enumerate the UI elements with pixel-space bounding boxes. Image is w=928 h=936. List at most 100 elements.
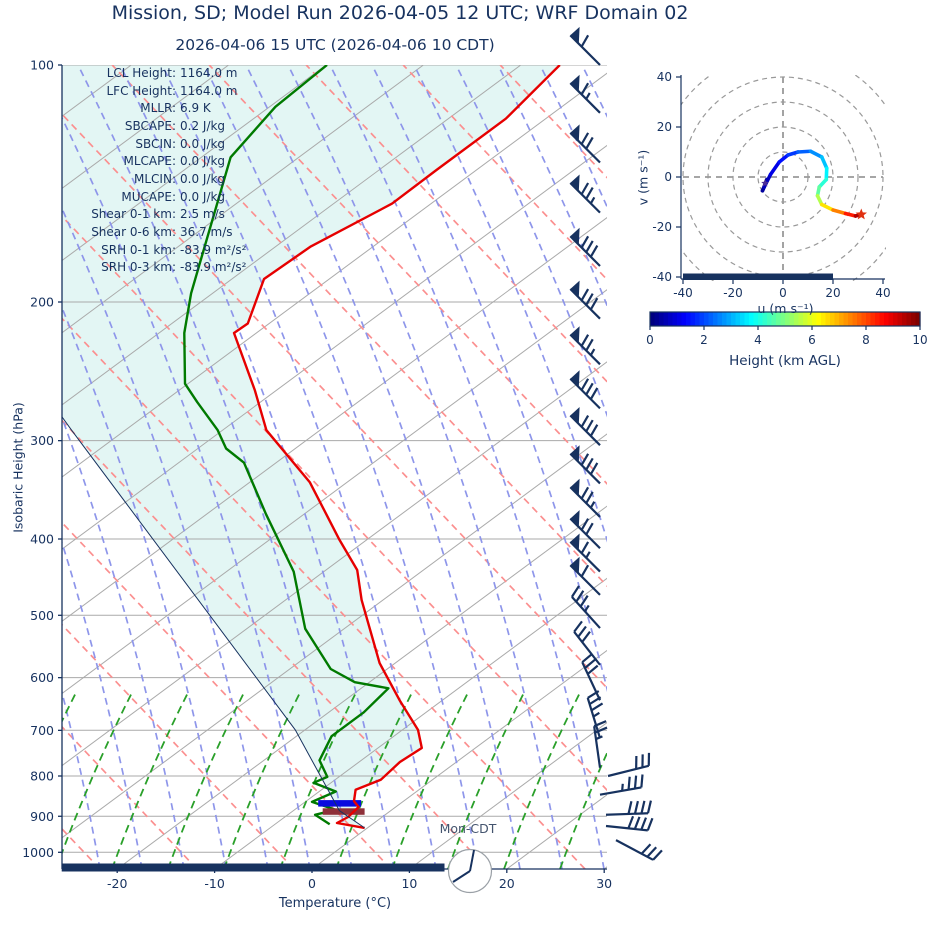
barb-flag [570, 510, 580, 528]
barb-full [580, 82, 590, 95]
wind-barb [569, 556, 601, 596]
barb-full [627, 801, 633, 815]
barb-full [585, 187, 594, 200]
stat-label: MLCAPE: [123, 154, 177, 169]
page-title: Mission, SD; Model Run 2026-04-05 12 UTC… [111, 2, 689, 24]
barb-staff [605, 812, 649, 816]
barb-half [621, 783, 624, 791]
isotherm-line [62, 144, 607, 550]
colorbar-tick-label: 6 [808, 333, 816, 347]
pressure-tick-label: 600 [30, 670, 54, 685]
barb-full [581, 630, 591, 643]
barb-flag [570, 280, 580, 298]
barb-full [646, 817, 654, 831]
colorbar-gradient-slice [785, 312, 791, 326]
colorbar-gradient-slice [794, 312, 800, 326]
wind-barb [569, 280, 601, 320]
wind-barb [569, 533, 601, 573]
pressure-tick-label: 800 [30, 769, 54, 784]
colorbar-gradient-slice [816, 312, 822, 326]
mixing-ratio-line [616, 693, 692, 869]
hodograph-y-tick-label: 20 [657, 120, 672, 134]
colorbar-gradient-slice [857, 312, 863, 326]
colorbar-gradient-slice [740, 312, 746, 326]
barb-full [585, 136, 594, 150]
barb-full [585, 522, 594, 536]
hodograph-v-axis-label: v (m s⁻¹) [635, 149, 651, 206]
colorbar-border [649, 311, 921, 327]
isotherm-line [62, 433, 607, 839]
barb-staff [581, 661, 601, 701]
barb-half [589, 196, 596, 204]
colorbar-gradient-slice [695, 312, 701, 326]
barb-full [573, 620, 583, 633]
colorbar-gradient-slice [672, 312, 678, 326]
moist-adiabat-line [247, 68, 521, 869]
colorbar-gradient-slice [780, 312, 786, 326]
dry-adiabat-line [62, 725, 198, 869]
mixing-ratio-line [111, 692, 189, 869]
shade-region [62, 65, 560, 828]
colorbar-gradient-slice [654, 312, 660, 326]
colorbar-gradient-slice [879, 312, 885, 326]
wind-barb [570, 585, 601, 629]
barb-full [589, 424, 599, 437]
moist-adiabat-line [373, 68, 607, 693]
stat-value: 0.2 J/kg [180, 118, 226, 133]
temperature-tick-label: -20 [107, 876, 127, 891]
moist-adiabat-line [415, 68, 607, 543]
colorbar-gradient-slice [776, 312, 782, 326]
local-time-label: Mon-CDT [439, 821, 497, 836]
stat-value: 6.9 K [180, 101, 211, 116]
colorbar-gradient-slice [803, 312, 809, 326]
hodograph-trace-segment [819, 155, 829, 171]
barb-staff [569, 182, 601, 214]
stat-label: SRH 0-1 km: [101, 242, 176, 257]
colorbar-gradient-slice [830, 312, 836, 326]
barb-full [580, 564, 590, 578]
pressure-tick-label: 100 [30, 58, 54, 73]
hodograph-y-tick-label: 40 [657, 70, 672, 84]
barb-half [595, 735, 603, 741]
isotherm-line [62, 216, 607, 622]
dry-adiabat-line [62, 419, 489, 869]
stat-value: 0.0 J/kg [180, 136, 226, 151]
barb-full [580, 235, 590, 249]
barb-full [577, 625, 587, 638]
moist-adiabat-line [62, 305, 227, 869]
temperature-curve [232, 65, 561, 830]
colorbar-gradient-slice [677, 312, 683, 326]
colorbar-gradient-slice [875, 312, 881, 326]
moist-adiabat-line [163, 68, 437, 869]
barb-flag [570, 124, 580, 142]
pressure-tick-label: 900 [30, 809, 54, 824]
wind-barb [607, 752, 651, 778]
wind-barb [569, 26, 601, 66]
colorbar-gradient-slice [839, 312, 845, 326]
barb-full [580, 453, 590, 466]
stat-row-sbcape: SBCAPE: 0.2 J/kg [58, 118, 246, 136]
hodograph-trace-segment [808, 149, 824, 159]
stat-value: 36.7 m/s [180, 224, 233, 239]
colorbar-gradient-slice [708, 312, 714, 326]
moist-adiabat-line [62, 116, 311, 869]
colorbar-gradient-slice [866, 312, 872, 326]
barb-flag [570, 227, 580, 245]
colorbar-gradient-slice [906, 312, 912, 326]
colorbar-gradient-slice [699, 312, 705, 326]
hodograph-start-marker [761, 179, 769, 187]
colorbar-gradient-slice [650, 312, 656, 326]
colorbar-gradient-slice [758, 312, 764, 326]
moist-adiabat-line [668, 69, 928, 869]
hodograph-trace-segment [796, 149, 813, 154]
hodograph-x-tick-label: 20 [825, 286, 840, 300]
barb-full [633, 800, 639, 814]
colorbar-gradient-slice [915, 312, 921, 326]
analog-clock [447, 848, 493, 894]
isotherm-line [506, 794, 607, 869]
stat-row-lfc-height: LFC Height: 1164.0 m [58, 83, 246, 101]
stat-label: Shear 0-1 km: [91, 207, 176, 222]
stat-label: MUCAPE: [121, 189, 176, 204]
wind-barb [605, 800, 652, 816]
